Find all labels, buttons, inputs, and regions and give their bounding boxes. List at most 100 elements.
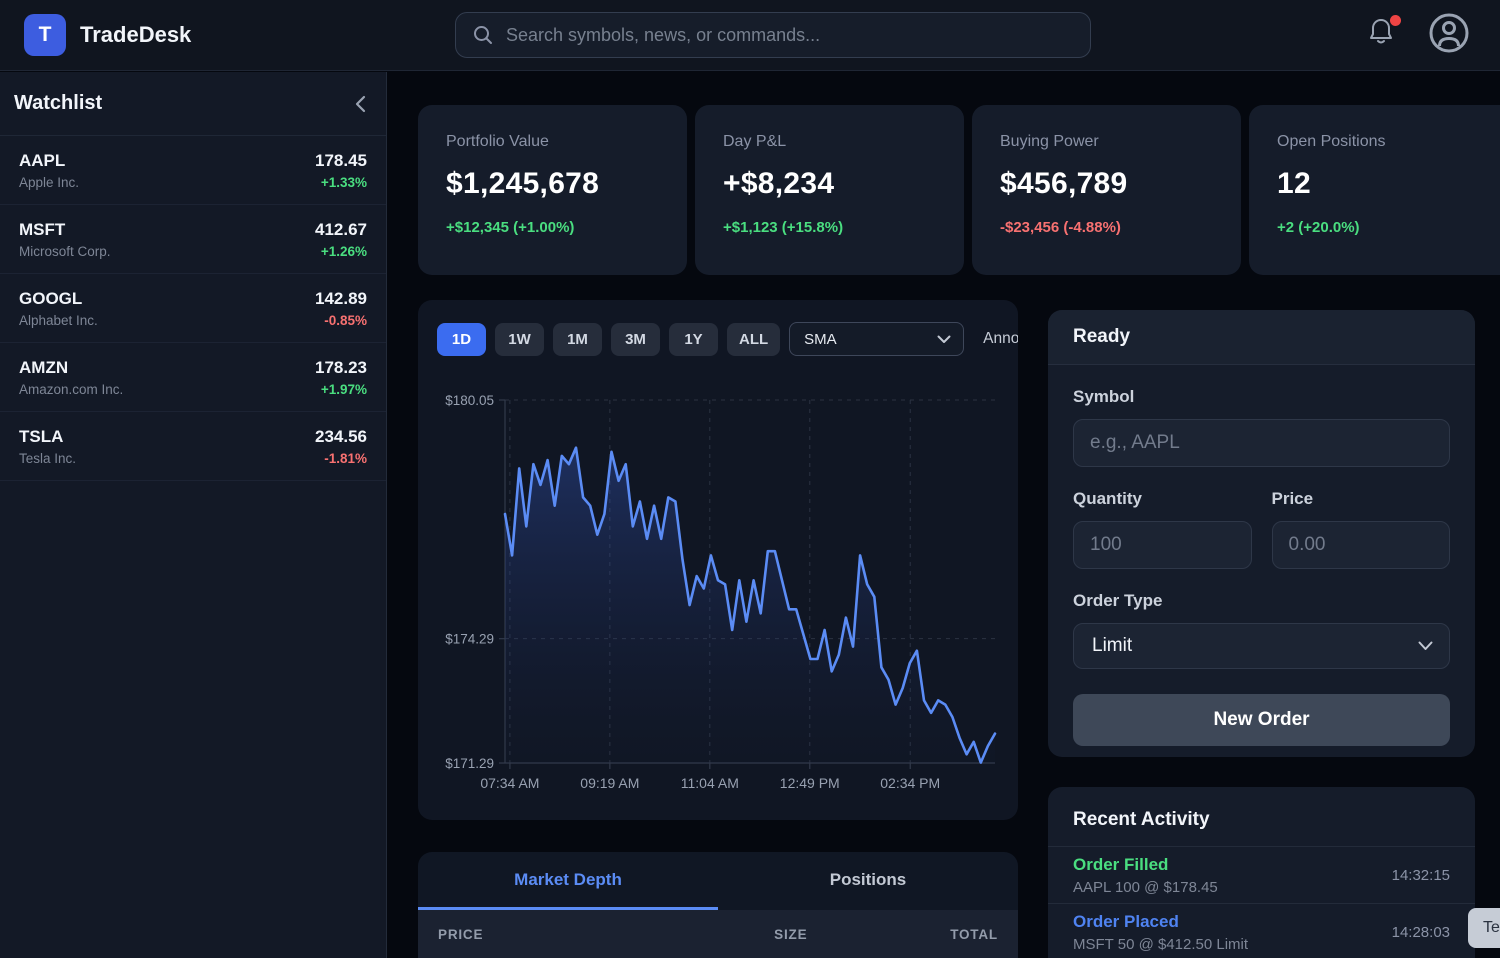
watchlist-symbol: TSLA (19, 426, 64, 446)
svg-text:11:04 AM: 11:04 AM (681, 775, 739, 791)
watchlist-symbol: GOOGL (19, 288, 83, 308)
watchlist-row-right: 234.56 -1.81% (315, 427, 367, 466)
depth-table-header: PRICE SIZE TOTAL (418, 910, 1018, 958)
stat-card-delta: +$1,123 (+15.8%) (723, 219, 844, 236)
watchlist-row-left: TSLA Tesla Inc. (19, 427, 76, 466)
depth-column-size: SIZE (774, 927, 808, 942)
activity-event-time: 14:32:15 (1391, 866, 1450, 884)
app-logo-icon: T (24, 14, 66, 56)
svg-text:09:19 AM: 09:19 AM (580, 775, 639, 791)
notifications-button[interactable] (1367, 15, 1401, 54)
activity-row[interactable]: Order Filled AAPL 100 @ $178.45 14:32:15 (1048, 846, 1475, 903)
watchlist-row-AAPL[interactable]: AAPL Apple Inc. 178.45 +1.33% (0, 136, 386, 205)
svg-text:07:34 AM: 07:34 AM (480, 775, 539, 791)
stat-card-label: Day P&L (723, 133, 787, 150)
activity-row-left: Order Placed MSFT 50 @ $412.50 Limit (1073, 912, 1248, 953)
watchlist-row-MSFT[interactable]: MSFT Microsoft Corp. 412.67 +1.26% (0, 205, 386, 274)
order-entry-panel: Ready Symbol Quantity Price Order Type L… (1048, 310, 1475, 757)
watchlist-company: Apple Inc. (19, 174, 80, 190)
timeframe-button-1M[interactable]: 1M (553, 322, 602, 356)
quantity-input[interactable] (1073, 521, 1252, 569)
chart-toolbar: 1D 1W 1M 3M 1Y ALL SMA Annotate (437, 322, 1018, 356)
chevron-down-icon (937, 335, 951, 343)
stat-card: Open Positions 12 +2 (+20.0%) (1249, 105, 1500, 275)
collapse-sidebar-button[interactable] (354, 94, 368, 114)
watchlist-change: +1.97% (320, 381, 367, 397)
stat-card: Portfolio Value $1,245,678 +$12,345 (+1.00… (418, 105, 687, 275)
app-title: TradeDesk (80, 22, 192, 47)
watchlist-company: Amazon.com Inc. (19, 381, 124, 397)
stat-card: Day P&L +$8,234 +$1,123 (+15.8%) (695, 105, 964, 275)
watchlist-symbol: AMZN (19, 357, 69, 377)
svg-text:12:49 PM: 12:49 PM (780, 775, 840, 791)
activity-row[interactable]: Order Placed MSFT 50 @ $412.50 Limit 14:28… (1048, 903, 1475, 958)
svg-text:02:34 PM: 02:34 PM (880, 775, 940, 791)
stat-card-value: +$8,234 (723, 167, 835, 200)
watchlist-price: 142.89 (315, 288, 367, 308)
search-input[interactable] (506, 24, 1074, 46)
price-label: Price (1271, 489, 1314, 508)
annotate-button[interactable]: Annotate (983, 330, 1018, 347)
tab-positions[interactable]: Positions (829, 869, 907, 889)
stat-card-value: $1,245,678 (446, 167, 600, 200)
order-form: Symbol Quantity Price Order Type Limit N… (1048, 365, 1475, 757)
symbol-label: Symbol (1073, 387, 1135, 406)
order-status-text: Ready (1073, 326, 1131, 347)
portfolio-stats-row: Portfolio Value $1,245,678 +$12,345 (+1.00… (418, 105, 1500, 275)
stat-card-label: Buying Power (1000, 133, 1099, 150)
watchlist-row-AMZN[interactable]: AMZN Amazon.com Inc. 178.23 +1.97% (0, 343, 386, 412)
notification-badge-dot (1390, 15, 1401, 26)
activity-event-detail: MSFT 50 @ $412.50 Limit (1073, 935, 1249, 953)
watchlist-header: Watchlist (0, 72, 386, 136)
symbol-input[interactable] (1073, 419, 1450, 467)
watchlist-row-right: 142.89 -0.85% (315, 289, 367, 328)
activity-row-left: Order Filled AAPL 100 @ $178.45 (1073, 855, 1218, 896)
stat-card-delta: +$12,345 (+1.00%) (446, 219, 575, 236)
watchlist-change: -1.81% (324, 450, 367, 466)
recent-activity-title: Recent Activity (1073, 809, 1210, 830)
watchlist-price: 234.56 (315, 426, 367, 446)
stat-card-label: Portfolio Value (446, 133, 549, 150)
tab-market-depth[interactable]: Market Depth (418, 852, 718, 910)
svg-text:$180.05: $180.05 (445, 393, 494, 408)
chevron-down-icon (1418, 641, 1433, 650)
watchlist-row-GOOGL[interactable]: GOOGL Alphabet Inc. 142.89 -0.85% (0, 274, 386, 343)
watchlist-row-left: GOOGL Alphabet Inc. (19, 289, 98, 328)
watchlist-change: -0.85% (324, 312, 367, 328)
search-icon (472, 24, 494, 46)
recent-activity-panel: Recent Activity Order Filled AAPL 100 @ $… (1048, 787, 1475, 958)
svg-text:$171.29: $171.29 (445, 756, 494, 771)
quantity-label: Quantity (1073, 489, 1142, 508)
watchlist-company: Tesla Inc. (19, 450, 77, 466)
watchlist-change: +1.26% (320, 243, 367, 259)
svg-text:$174.29: $174.29 (445, 632, 494, 647)
timeframe-button-1D[interactable]: 1D (437, 322, 486, 356)
market-depth-panel: Market Depth Positions PRICE SIZE TOTAL (418, 852, 1018, 958)
new-order-button[interactable]: New Order (1073, 694, 1450, 746)
stat-card-delta: +2 (+20.0%) (1277, 219, 1360, 236)
search-bar[interactable] (455, 12, 1091, 58)
account-avatar-button[interactable] (1427, 11, 1471, 55)
stat-card: Buying Power $456,789 -$23,456 (-4.88%) (972, 105, 1241, 275)
price-chart-svg[interactable]: $180.05 $174.29 $171.29 07:34 AM 09:19 AM 11:… (418, 300, 1018, 820)
topbar: T TradeDesk (0, 0, 1500, 71)
stat-card-value: $456,789 (1000, 167, 1128, 200)
stat-card-label: Open Positions (1277, 133, 1386, 150)
indicator-select[interactable]: SMA (789, 322, 965, 356)
watchlist-row-left: MSFT Microsoft Corp. (19, 220, 111, 259)
watchlist-company: Alphabet Inc. (19, 312, 98, 328)
watchlist-symbol: AAPL (19, 150, 66, 170)
timeframe-button-1W[interactable]: 1W (495, 322, 544, 356)
timeframe-button-3M[interactable]: 3M (611, 322, 660, 356)
watchlist-row-TSLA[interactable]: TSLA Tesla Inc. 234.56 -1.81% (0, 412, 386, 481)
order-type-select[interactable]: Limit (1073, 623, 1450, 669)
timeframe-button-ALL[interactable]: ALL (727, 322, 781, 356)
depth-column-price: PRICE (438, 927, 484, 942)
activity-event-time: 14:28:03 (1391, 923, 1450, 941)
timeframe-button-1Y[interactable]: 1Y (669, 322, 718, 356)
watchlist-title: Watchlist (14, 92, 103, 114)
depth-tabs: Market Depth Positions (418, 852, 1018, 910)
price-input[interactable] (1271, 521, 1450, 569)
activity-event-detail: AAPL 100 @ $178.45 (1073, 878, 1218, 896)
toast-notification[interactable]: Te (1468, 908, 1500, 948)
